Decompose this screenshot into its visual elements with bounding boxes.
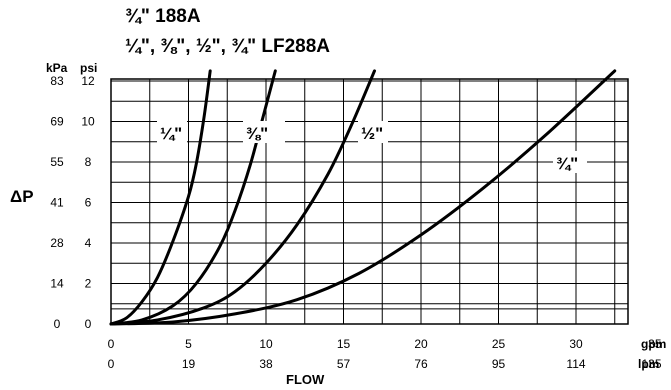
x-tick-gpm: 25 — [492, 337, 506, 351]
series-half-inch-curve — [109, 69, 376, 326]
series-three-eighths-inch-curve — [109, 69, 277, 326]
y-tick-kpa: 69 — [50, 115, 64, 129]
curve-labels: ¼" ⅜" ½" ¾" — [157, 121, 587, 173]
x-tick-lpm: 95 — [492, 357, 506, 371]
x-tick-lpm: 0 — [108, 357, 115, 371]
x-tick-lpm: 76 — [414, 357, 428, 371]
series-label-half-inch: ½" — [361, 124, 383, 143]
x-tick-lpm: 114 — [566, 357, 585, 371]
series-label-three-quarter-inch: ¾" — [556, 154, 578, 173]
x-unit-gpm: gpm — [641, 337, 666, 351]
x-tick-lpm: 135 — [641, 357, 661, 371]
x-tick-gpm: 30 — [569, 337, 583, 351]
series-label-three-eighths-inch: ⅜" — [246, 124, 268, 143]
y-unit-kpa: kPa — [46, 61, 68, 75]
series-quarter-inch-curve — [109, 69, 212, 326]
grid — [110, 78, 629, 325]
x-tick-lpm: 57 — [337, 357, 351, 371]
y-tick-kpa: 55 — [50, 155, 64, 169]
y-tick-psi: 0 — [85, 317, 92, 331]
series-group — [109, 69, 617, 326]
series-label-quarter-inch: ¼" — [160, 124, 182, 143]
tick-labels: 0 0 2 14 4 28 6 41 8 55 10 69 12 83 0 0 5 19 10 38 15 57 20 76 2… — [50, 74, 661, 371]
y-unit-psi: psi — [80, 61, 97, 75]
y-tick-kpa: 0 — [54, 317, 61, 331]
x-tick-gpm: 35 — [648, 337, 662, 351]
x-tick-lpm: 19 — [182, 357, 196, 371]
y-tick-kpa: 41 — [50, 196, 64, 210]
x-tick-gpm: 5 — [185, 337, 192, 351]
y-tick-psi: 2 — [85, 277, 92, 291]
y-tick-psi: 4 — [85, 236, 92, 250]
x-tick-gpm: 15 — [337, 337, 351, 351]
y-tick-psi: 12 — [81, 74, 95, 88]
series-label-bg — [553, 151, 587, 173]
x-tick-gpm: 20 — [414, 337, 428, 351]
x-tick-gpm: 10 — [259, 337, 273, 351]
series-label-bg — [358, 121, 388, 143]
x-tick-gpm: 0 — [108, 337, 115, 351]
series-label-bg — [243, 121, 285, 143]
y-tick-kpa: 14 — [50, 277, 64, 291]
x-tick-lpm: 38 — [259, 357, 273, 371]
series-label-bg — [157, 121, 187, 143]
y-tick-kpa: 83 — [50, 74, 64, 88]
x-axis-label: FLOW — [286, 372, 325, 387]
series-three-quarter-inch-curve — [109, 69, 617, 326]
y-tick-kpa: 28 — [50, 236, 64, 250]
y-axis-label: ΔP — [10, 187, 34, 206]
y-tick-psi: 10 — [81, 115, 95, 129]
y-tick-psi: 8 — [85, 155, 92, 169]
chart-subtitle: ¼", ⅜", ½", ¾" LF288A — [125, 36, 330, 57]
chart-title: ¾" 188A — [125, 6, 201, 27]
y-tick-psi: 6 — [85, 196, 92, 210]
x-unit-lpm: lpm — [638, 357, 659, 371]
